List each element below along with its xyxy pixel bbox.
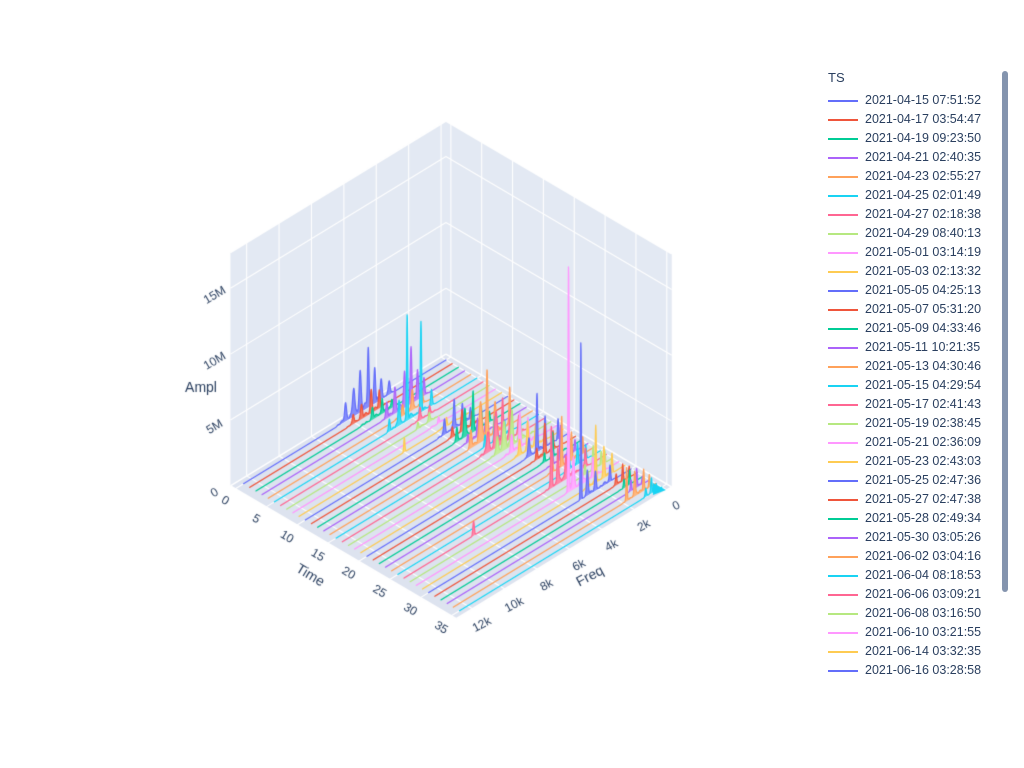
legend-line-swatch <box>828 403 858 406</box>
legend-item-label: 2021-05-13 04:30:46 <box>865 359 982 373</box>
legend-line-swatch <box>828 289 858 292</box>
legend-line-swatch <box>828 631 858 634</box>
legend-line-swatch <box>828 99 858 102</box>
legend-items: 2021-04-15 07:51:52 2021-04-17 03:54:47 20… <box>828 91 1000 680</box>
legend-item-label: 2021-06-14 03:32:35 <box>865 644 982 658</box>
legend-item-label: 2021-05-09 04:33:46 <box>865 321 982 335</box>
legend-line-swatch <box>828 137 858 140</box>
legend-item[interactable]: 2021-05-30 03:05:26 <box>828 528 1000 547</box>
legend-item[interactable]: 2021-05-25 02:47:36 <box>828 471 1000 490</box>
legend-line-swatch <box>828 555 858 558</box>
legend-line-swatch <box>828 346 858 349</box>
legend-line-swatch <box>828 593 858 596</box>
legend-item-label: 2021-05-01 03:14:19 <box>865 245 982 259</box>
legend-item-label: 2021-05-03 02:13:32 <box>865 264 982 278</box>
legend-line-swatch <box>828 118 858 121</box>
legend-item[interactable]: 2021-04-29 08:40:13 <box>828 224 1000 243</box>
legend-item-label: 2021-05-28 02:49:34 <box>865 511 982 525</box>
legend-item[interactable]: 2021-06-04 08:18:53 <box>828 566 1000 585</box>
legend-item-label: 2021-04-15 07:51:52 <box>865 93 982 107</box>
legend-item-label: 2021-04-21 02:40:35 <box>865 150 982 164</box>
legend: TS 2021-04-15 07:51:52 2021-04-17 03:54:4… <box>828 70 1000 680</box>
legend-line-swatch <box>828 441 858 444</box>
legend-item[interactable]: 2021-05-28 02:49:34 <box>828 509 1000 528</box>
legend-item-label: 2021-05-11 10:21:35 <box>865 340 981 354</box>
legend-item-label: 2021-04-27 02:18:38 <box>865 207 982 221</box>
legend-item-label: 2021-04-23 02:55:27 <box>865 169 982 183</box>
legend-item[interactable]: 2021-05-13 04:30:46 <box>828 357 1000 376</box>
legend-line-swatch <box>828 175 858 178</box>
legend-item-label: 2021-05-07 05:31:20 <box>865 302 982 316</box>
legend-line-swatch <box>828 270 858 273</box>
legend-item-label: 2021-04-17 03:54:47 <box>865 112 982 126</box>
legend-item[interactable]: 2021-06-14 03:32:35 <box>828 642 1000 661</box>
legend-item[interactable]: 2021-05-23 02:43:03 <box>828 452 1000 471</box>
legend-line-swatch <box>828 194 858 197</box>
legend-line-swatch <box>828 612 858 615</box>
legend-line-swatch <box>828 650 858 653</box>
legend-item-label: 2021-06-08 03:16:50 <box>865 606 982 620</box>
legend-item-label: 2021-05-15 04:29:54 <box>865 378 982 392</box>
legend-item[interactable]: 2021-05-19 02:38:45 <box>828 414 1000 433</box>
legend-item-label: 2021-05-25 02:47:36 <box>865 473 982 487</box>
legend-item[interactable]: 2021-04-23 02:55:27 <box>828 167 1000 186</box>
legend-item[interactable]: 2021-06-08 03:16:50 <box>828 604 1000 623</box>
legend-line-swatch <box>828 669 858 672</box>
legend-line-swatch <box>828 384 858 387</box>
legend-item-label: 2021-06-16 03:28:58 <box>865 663 982 677</box>
legend-item-label: 2021-05-19 02:38:45 <box>865 416 982 430</box>
legend-line-swatch <box>828 365 858 368</box>
legend-line-swatch <box>828 498 858 501</box>
legend-item[interactable]: 2021-05-17 02:41:43 <box>828 395 1000 414</box>
legend-item[interactable]: 2021-05-27 02:47:38 <box>828 490 1000 509</box>
legend-item-label: 2021-05-21 02:36:09 <box>865 435 982 449</box>
legend-line-swatch <box>828 574 858 577</box>
legend-item-label: 2021-05-05 04:25:13 <box>865 283 982 297</box>
legend-line-swatch <box>828 327 858 330</box>
legend-line-swatch <box>828 156 858 159</box>
legend-line-swatch <box>828 308 858 311</box>
legend-item-label: 2021-04-29 08:40:13 <box>865 226 982 240</box>
legend-title: TS <box>828 70 845 85</box>
legend-line-swatch <box>828 536 858 539</box>
legend-item[interactable]: 2021-06-06 03:09:21 <box>828 585 1000 604</box>
legend-item[interactable]: 2021-05-15 04:29:54 <box>828 376 1000 395</box>
legend-line-swatch <box>828 460 858 463</box>
legend-item[interactable]: 2021-04-15 07:51:52 <box>828 91 1000 110</box>
legend-line-swatch <box>828 213 858 216</box>
legend-item[interactable]: 2021-05-09 04:33:46 <box>828 319 1000 338</box>
legend-item-label: 2021-06-04 08:18:53 <box>865 568 982 582</box>
legend-item[interactable]: 2021-04-25 02:01:49 <box>828 186 1000 205</box>
legend-item[interactable]: 2021-05-21 02:36:09 <box>828 433 1000 452</box>
legend-item[interactable]: 2021-05-01 03:14:19 <box>828 243 1000 262</box>
legend-item[interactable]: 2021-05-11 10:21:35 <box>828 338 1000 357</box>
legend-item-label: 2021-05-30 03:05:26 <box>865 530 982 544</box>
legend-item-label: 2021-04-19 09:23:50 <box>865 131 982 145</box>
legend-item[interactable]: 2021-05-03 02:13:32 <box>828 262 1000 281</box>
legend-item[interactable]: 2021-06-16 03:28:58 <box>828 661 1000 680</box>
legend-item[interactable]: 2021-06-02 03:04:16 <box>828 547 1000 566</box>
legend-line-swatch <box>828 232 858 235</box>
legend-item[interactable]: 2021-06-10 03:21:55 <box>828 623 1000 642</box>
legend-item[interactable]: 2021-04-19 09:23:50 <box>828 129 1000 148</box>
legend-item-label: 2021-05-27 02:47:38 <box>865 492 982 506</box>
legend-item[interactable]: 2021-05-05 04:25:13 <box>828 281 1000 300</box>
legend-item-label: 2021-05-23 02:43:03 <box>865 454 982 468</box>
legend-item[interactable]: 2021-04-27 02:18:38 <box>828 205 1000 224</box>
legend-line-swatch <box>828 517 858 520</box>
legend-item-label: 2021-06-06 03:09:21 <box>865 587 982 601</box>
legend-line-swatch <box>828 251 858 254</box>
legend-item-label: 2021-04-25 02:01:49 <box>865 188 982 202</box>
legend-item-label: 2021-06-10 03:21:55 <box>865 625 982 639</box>
legend-item-label: 2021-05-17 02:41:43 <box>865 397 982 411</box>
legend-item[interactable]: 2021-05-07 05:31:20 <box>828 300 1000 319</box>
legend-item-label: 2021-06-02 03:04:16 <box>865 549 982 563</box>
legend-line-swatch <box>828 422 858 425</box>
legend-item[interactable]: 2021-04-21 02:40:35 <box>828 148 1000 167</box>
legend-line-swatch <box>828 479 858 482</box>
legend-scrollbar-thumb[interactable] <box>1002 71 1008 592</box>
legend-item[interactable]: 2021-04-17 03:54:47 <box>828 110 1000 129</box>
